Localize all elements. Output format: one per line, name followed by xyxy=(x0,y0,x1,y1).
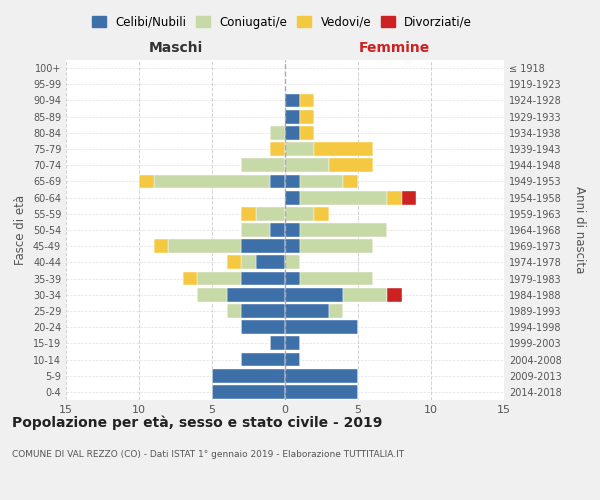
Bar xyxy=(241,320,285,334)
Bar xyxy=(285,304,329,318)
Bar xyxy=(256,207,285,220)
Bar xyxy=(285,223,299,237)
Bar xyxy=(329,304,343,318)
Bar xyxy=(285,240,299,253)
Bar xyxy=(227,288,285,302)
Bar xyxy=(285,272,299,285)
Bar xyxy=(271,174,285,188)
Bar xyxy=(241,207,256,220)
Bar xyxy=(241,158,285,172)
Bar xyxy=(241,272,285,285)
Bar xyxy=(197,288,227,302)
Legend: Celibi/Nubili, Coniugati/e, Vedovi/e, Divorziati/e: Celibi/Nubili, Coniugati/e, Vedovi/e, Di… xyxy=(87,11,477,34)
Bar xyxy=(227,304,241,318)
Bar xyxy=(285,385,358,399)
Bar xyxy=(402,190,416,204)
Bar xyxy=(168,240,241,253)
Bar xyxy=(271,142,285,156)
Bar xyxy=(183,272,197,285)
Bar xyxy=(271,126,285,140)
Bar xyxy=(285,288,343,302)
Bar xyxy=(285,94,299,108)
Text: Maschi: Maschi xyxy=(148,41,203,55)
Bar xyxy=(299,272,373,285)
Bar xyxy=(285,158,329,172)
Bar xyxy=(329,158,373,172)
Bar xyxy=(212,369,285,382)
Bar xyxy=(241,304,285,318)
Bar xyxy=(285,320,358,334)
Bar xyxy=(271,336,285,350)
Bar xyxy=(241,223,271,237)
Bar xyxy=(314,207,329,220)
Bar xyxy=(285,336,299,350)
Bar xyxy=(285,352,299,366)
Bar xyxy=(154,174,271,188)
Bar xyxy=(256,256,285,270)
Text: COMUNE DI VAL REZZO (CO) - Dati ISTAT 1° gennaio 2019 - Elaborazione TUTTITALIA.: COMUNE DI VAL REZZO (CO) - Dati ISTAT 1°… xyxy=(12,450,404,459)
Bar xyxy=(285,142,314,156)
Bar xyxy=(285,256,299,270)
Bar xyxy=(343,174,358,188)
Bar xyxy=(154,240,168,253)
Bar xyxy=(299,110,314,124)
Bar xyxy=(241,352,285,366)
Y-axis label: Anni di nascita: Anni di nascita xyxy=(573,186,586,274)
Bar xyxy=(387,190,402,204)
Bar xyxy=(299,223,387,237)
Bar xyxy=(212,385,285,399)
Bar xyxy=(285,126,299,140)
Bar xyxy=(241,256,256,270)
Bar xyxy=(299,240,373,253)
Bar xyxy=(299,94,314,108)
Bar xyxy=(299,174,343,188)
Bar xyxy=(271,223,285,237)
Bar xyxy=(285,110,299,124)
Bar xyxy=(314,142,373,156)
Bar xyxy=(197,272,241,285)
Bar xyxy=(241,240,285,253)
Bar xyxy=(343,288,387,302)
Bar xyxy=(387,288,402,302)
Bar xyxy=(299,126,314,140)
Bar xyxy=(227,256,241,270)
Bar xyxy=(285,190,299,204)
Y-axis label: Fasce di età: Fasce di età xyxy=(14,195,27,265)
Bar xyxy=(285,174,299,188)
Bar xyxy=(139,174,154,188)
Bar xyxy=(285,207,314,220)
Bar xyxy=(299,190,387,204)
Text: Popolazione per età, sesso e stato civile - 2019: Popolazione per età, sesso e stato civil… xyxy=(12,415,382,430)
Text: Femmine: Femmine xyxy=(359,41,430,55)
Bar xyxy=(285,369,358,382)
